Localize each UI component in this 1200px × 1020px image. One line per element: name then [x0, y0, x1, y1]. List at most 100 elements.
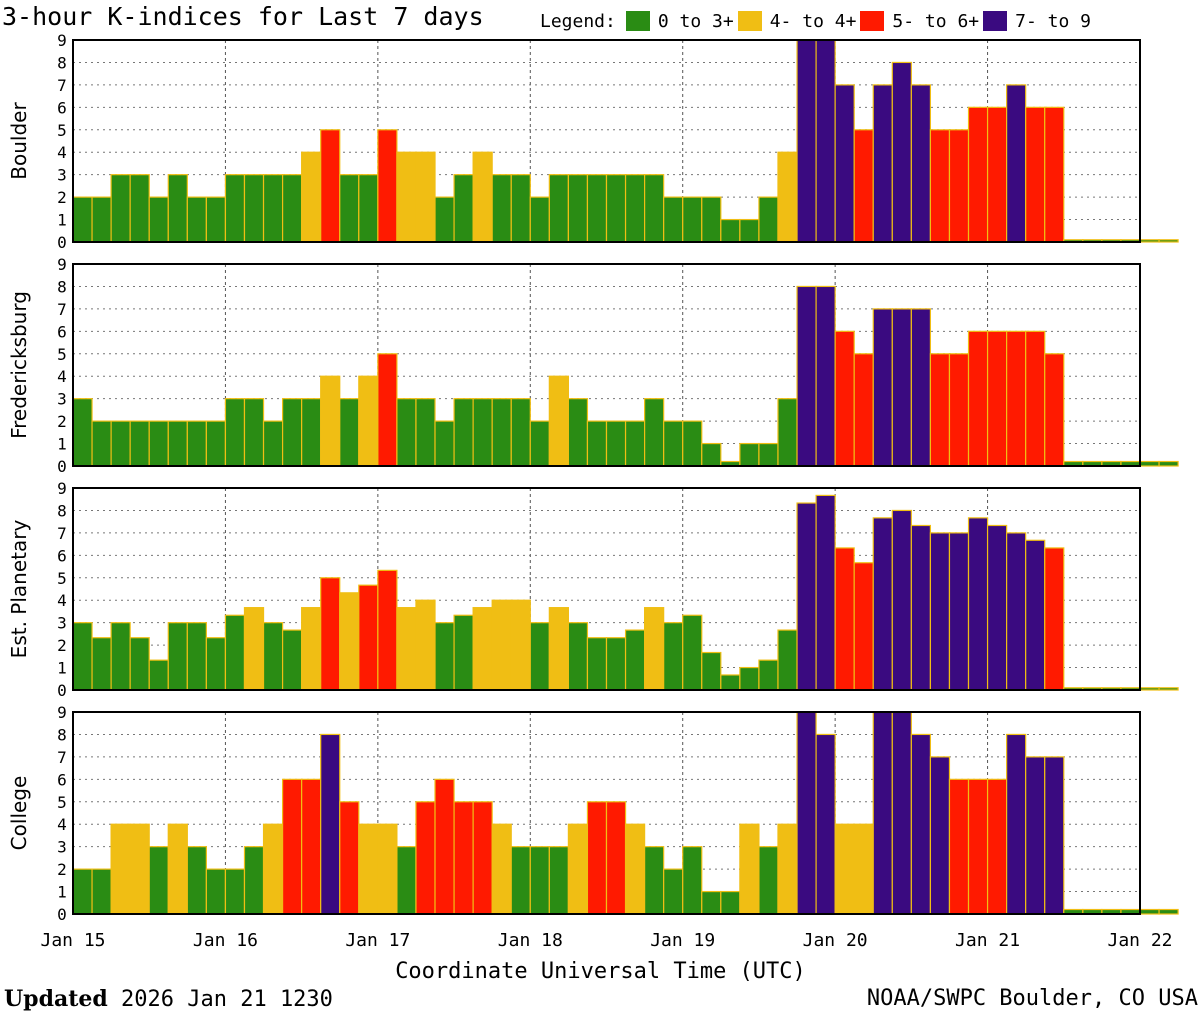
bar [586, 637, 608, 691]
bar [663, 196, 684, 243]
y-tick-label: 4 [57, 143, 67, 162]
bar [929, 756, 951, 915]
bar [548, 174, 569, 243]
bar [415, 151, 436, 243]
bar [339, 801, 360, 915]
bar [377, 129, 398, 243]
legend-item-label: 4- to 4+ [769, 10, 857, 32]
bar [948, 532, 970, 691]
y-tick-label: 2 [57, 412, 67, 431]
y-tick-label: 2 [57, 188, 67, 207]
y-tick-label: 6 [57, 770, 67, 789]
bar [243, 398, 265, 467]
bar [853, 823, 874, 915]
bar [872, 517, 893, 691]
bar [1158, 239, 1179, 243]
bar [129, 174, 150, 243]
y-tick-label: 0 [57, 681, 67, 700]
bar [72, 622, 93, 691]
bar [453, 398, 474, 467]
bar [1044, 547, 1065, 691]
bar [262, 823, 284, 915]
bar [491, 398, 512, 467]
bar [1139, 239, 1160, 243]
bar [510, 846, 531, 915]
bar [110, 622, 131, 691]
y-tick-label: 7 [57, 76, 67, 95]
bar [262, 622, 284, 691]
bar [605, 801, 627, 915]
bar [148, 196, 169, 243]
bar [663, 420, 684, 467]
legend-item-quiet: 0 to 3+ [625, 10, 734, 32]
bar [434, 778, 455, 915]
bar [1158, 460, 1179, 467]
bar [834, 330, 855, 467]
bar [720, 890, 741, 915]
bar [301, 607, 322, 691]
bar [129, 420, 150, 467]
bar [1006, 330, 1027, 467]
bar [1158, 908, 1179, 915]
bar [1025, 539, 1046, 691]
y-tick-label: 8 [57, 501, 67, 520]
y-tick-label: 9 [57, 479, 67, 498]
bar [262, 174, 284, 243]
y-tick-label: 1 [57, 435, 67, 454]
bar [262, 420, 284, 467]
bar [567, 622, 589, 691]
bar [110, 420, 131, 467]
bar [129, 637, 150, 691]
bar [358, 823, 379, 915]
y-tick-label: 8 [57, 53, 67, 72]
bar [644, 398, 665, 467]
station-label: Fredericksburg [7, 291, 31, 439]
bar [967, 517, 989, 691]
bar [167, 420, 188, 467]
bar [605, 420, 627, 467]
y-tick-label: 3 [57, 390, 67, 409]
bar [339, 174, 360, 243]
bar [663, 622, 684, 691]
bar [377, 569, 398, 691]
bar [872, 711, 893, 915]
bar [815, 39, 836, 243]
bar [624, 629, 646, 691]
legend-item-label: 0 to 3+ [657, 10, 734, 32]
y-tick-label: 4 [57, 367, 67, 386]
bar [739, 666, 760, 691]
bar [682, 420, 703, 467]
bar [529, 196, 550, 243]
bar [358, 375, 379, 467]
bar [644, 174, 665, 243]
bar [739, 442, 760, 467]
legend-label: Legend: [540, 10, 616, 32]
y-tick-label: 1 [57, 659, 67, 678]
bar [758, 659, 779, 691]
bar [243, 607, 265, 691]
bar [644, 607, 665, 691]
y-tick-label: 8 [57, 725, 67, 744]
bar [586, 420, 608, 467]
bar [491, 174, 512, 243]
y-tick-label: 5 [57, 793, 67, 812]
bar [758, 442, 779, 467]
chart-legend: Legend: 0 to 3+ 4- to 4+ 5- to 6+ 7- to … [540, 8, 1095, 34]
updated-value: 2026 Jan 21 1230 [121, 987, 333, 1012]
bar [624, 823, 646, 915]
bar [415, 801, 436, 915]
bar [243, 174, 265, 243]
bar [1006, 532, 1027, 691]
panel-fredericksburg: 0 1 2 3 4 5 6 7 8 9 Fredericksburg [7, 255, 1179, 476]
bar [758, 846, 779, 915]
bar [301, 398, 322, 467]
bar [396, 398, 417, 467]
bar [701, 196, 722, 243]
bar [529, 420, 550, 467]
bar [1044, 756, 1065, 915]
legend-item-label: 7- to 9 [1015, 10, 1091, 32]
panel-frame [72, 263, 1141, 467]
bar [720, 674, 741, 691]
bar [1044, 106, 1065, 243]
